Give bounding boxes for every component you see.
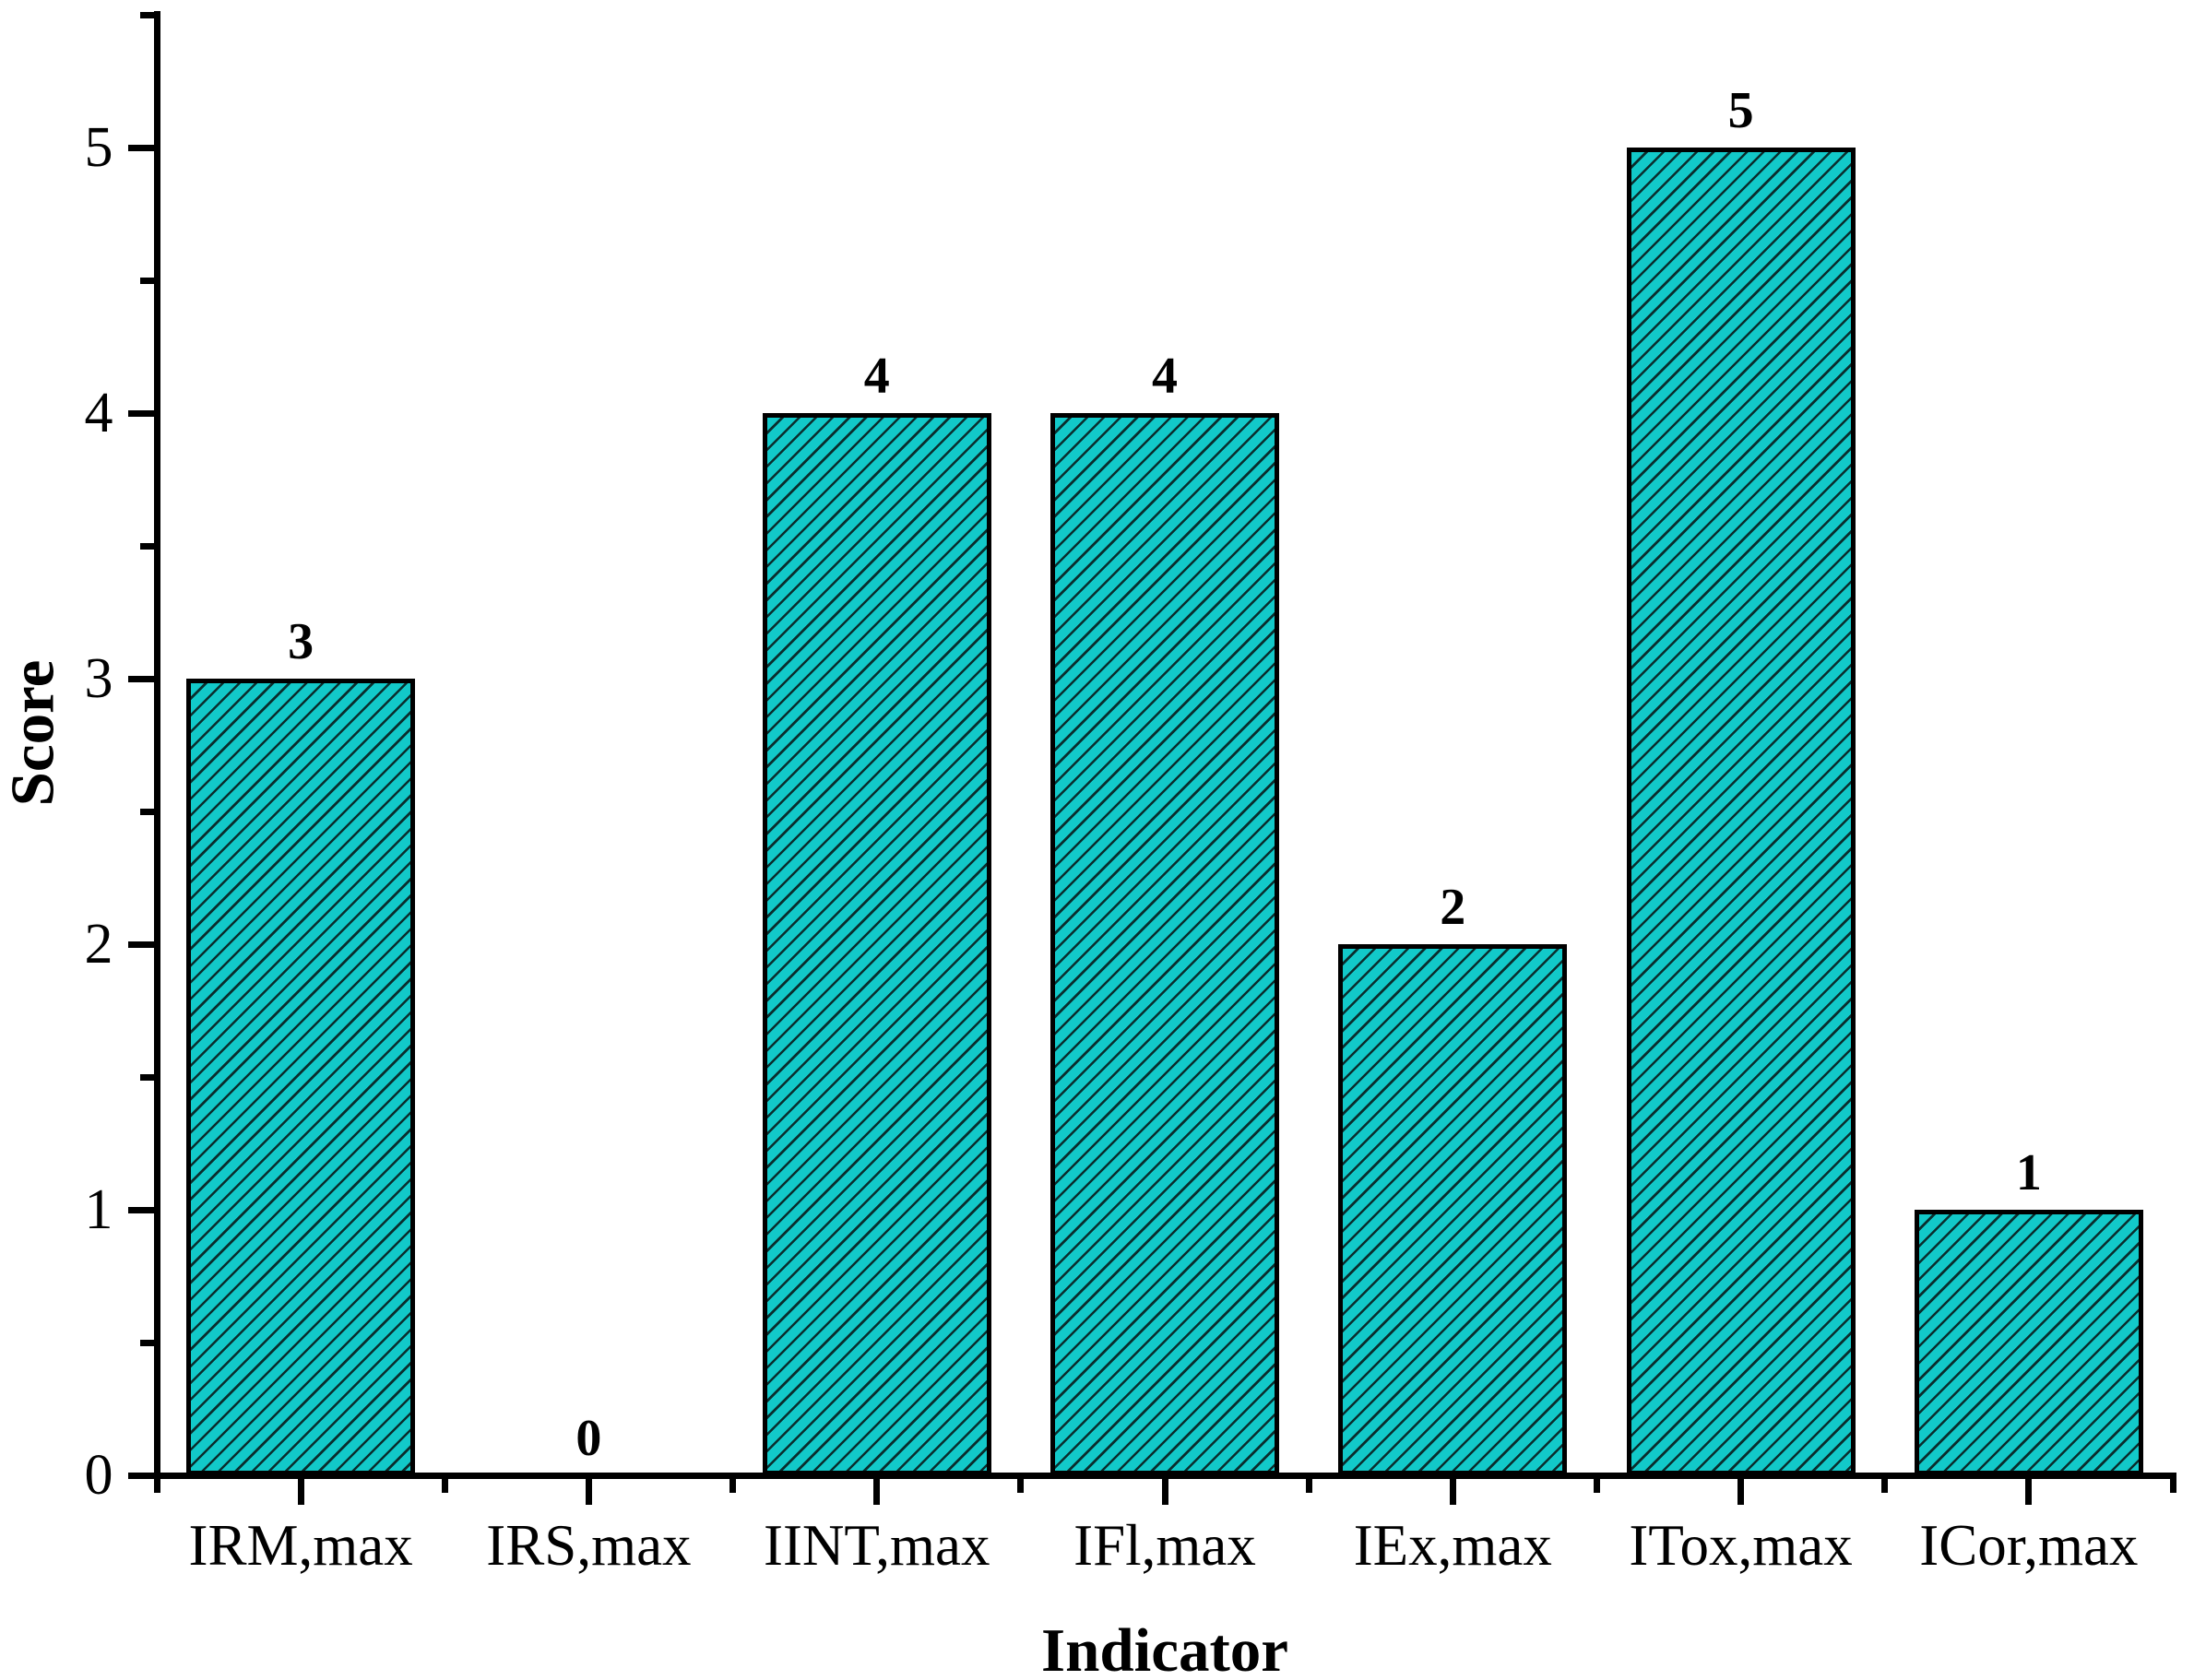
bar-value-label: 2 <box>1440 879 1466 936</box>
x-major-tick <box>1449 1478 1456 1505</box>
x-major-tick <box>1737 1478 1745 1505</box>
x-minor-tick <box>1017 1478 1025 1493</box>
x-tick-label: IFl,max <box>1073 1513 1256 1578</box>
y-major-tick <box>127 941 154 948</box>
y-major-tick <box>127 1472 154 1479</box>
bar-value-label: 0 <box>575 1410 602 1467</box>
x-minor-tick <box>729 1478 737 1493</box>
x-tick-label: IRM,max <box>188 1513 413 1578</box>
x-major-tick <box>873 1478 881 1505</box>
x-minor-tick <box>153 1478 160 1493</box>
y-minor-tick <box>139 1073 154 1081</box>
y-tick-label: 3 <box>84 647 113 710</box>
x-minor-tick <box>441 1478 448 1493</box>
y-tick-label: 5 <box>84 116 113 179</box>
y-major-tick <box>127 675 154 682</box>
x-minor-tick <box>2169 1478 2176 1493</box>
y-minor-tick <box>139 11 154 18</box>
bar-value-label: 3 <box>288 613 314 670</box>
x-minor-tick <box>1305 1478 1312 1493</box>
bar <box>1626 148 1856 1475</box>
y-tick-label: 4 <box>84 382 113 444</box>
x-tick-label: IINT,max <box>763 1513 990 1578</box>
x-major-tick <box>2025 1478 2033 1505</box>
x-axis-line <box>153 1472 2176 1479</box>
x-minor-tick <box>1881 1478 1889 1493</box>
x-major-tick <box>1161 1478 1168 1505</box>
y-major-tick <box>127 1206 154 1213</box>
bar <box>1338 944 1568 1475</box>
y-tick-label: 1 <box>84 1178 113 1241</box>
y-minor-tick <box>139 808 154 815</box>
x-tick-label: IRS,max <box>486 1513 692 1578</box>
y-major-tick <box>127 409 154 417</box>
bar-value-label: 4 <box>1152 348 1178 405</box>
x-tick-label: ITox,max <box>1629 1513 1853 1578</box>
y-axis-title: Score <box>0 659 67 807</box>
y-tick-label: 2 <box>84 913 113 976</box>
x-tick-label: ICor,max <box>1919 1513 2139 1578</box>
y-minor-tick <box>139 542 154 550</box>
x-major-tick <box>297 1478 304 1505</box>
y-major-tick <box>127 144 154 151</box>
y-axis-line <box>153 11 160 1479</box>
x-tick-label: IEx,max <box>1353 1513 1552 1578</box>
y-minor-tick <box>139 1339 154 1346</box>
x-major-tick <box>585 1478 592 1505</box>
bar <box>1914 1210 2143 1475</box>
bar <box>186 679 416 1475</box>
y-minor-tick <box>139 277 154 284</box>
bar-value-label: 1 <box>2015 1144 2042 1201</box>
bar-value-label: 4 <box>863 348 890 405</box>
x-minor-tick <box>1593 1478 1600 1493</box>
bar-value-label: 5 <box>1727 82 1754 139</box>
bar <box>1050 413 1279 1475</box>
y-tick-label: 0 <box>84 1444 113 1507</box>
bar <box>762 413 991 1475</box>
x-axis-title: Indicator <box>1041 1616 1288 1680</box>
